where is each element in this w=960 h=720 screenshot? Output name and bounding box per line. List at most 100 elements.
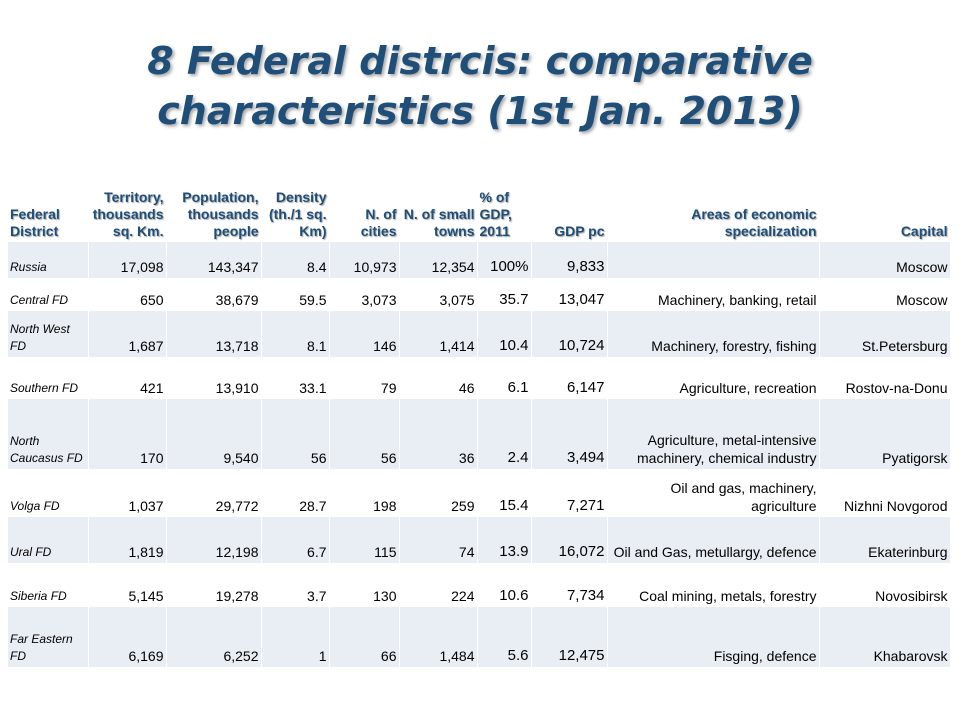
- cell-specialization: Oil and Gas, metullargy, defence: [607, 517, 820, 563]
- cell-specialization: Agriculture, recreation: [607, 357, 820, 399]
- cell-gdp-pc: 7,271: [531, 469, 608, 517]
- slide-title-line-1: 8 Federal distrcis: comparative: [147, 39, 813, 83]
- cell-specialization: Oil and gas, machinery, agriculture: [607, 469, 820, 517]
- column-header-gdp-share: % of GDP, 2011: [477, 148, 532, 242]
- cell-density: 28.7: [261, 469, 330, 517]
- table-row: Ural FD 1,819 12,198 6.7 115 74 13.9 16,072 Oil …: [8, 517, 951, 563]
- cell-gdp-share: 13.9: [477, 517, 532, 563]
- cell-specialization: Coal mining, metals, forestry: [607, 563, 820, 607]
- cell-capital: Rostov-na-Donu: [819, 357, 951, 399]
- table-row: Southern FD 421 13,910 33.1 79 46 6.1 6,147 Agri…: [8, 357, 951, 399]
- cell-population: 9,540: [166, 399, 262, 469]
- cell-capital: Nizhni Novgorod: [819, 469, 951, 517]
- slide-title-line-2: characteristics (1st Jan. 2013): [157, 89, 803, 133]
- cell-district: Volga FD: [8, 469, 89, 517]
- cell-population: 13,910: [166, 357, 262, 399]
- cell-territory: 5,145: [88, 563, 167, 607]
- cell-density: 1: [261, 607, 330, 667]
- column-header-territory: Territory, thousands sq. Km.: [88, 148, 167, 242]
- cell-gdp-pc: 10,724: [531, 311, 608, 357]
- cell-territory: 1,687: [88, 311, 167, 357]
- cell-small-towns: 12,354: [399, 242, 478, 278]
- cell-district: North Caucasus FD: [8, 399, 89, 469]
- cell-density: 8.1: [261, 311, 330, 357]
- cell-population: 6,252: [166, 607, 262, 667]
- cell-gdp-pc: 7,734: [531, 563, 608, 607]
- federal-districts-table: Federal District Territory, thousands sq…: [8, 148, 951, 667]
- cell-small-towns: 3,075: [399, 278, 478, 311]
- cell-capital: Moscow: [819, 278, 951, 311]
- cell-small-towns: 46: [399, 357, 478, 399]
- table-row: Volga FD 1,037 29,772 28.7 198 259 15.4 7,271 Oi…: [8, 469, 951, 517]
- cell-specialization: Fisging, defence: [607, 607, 820, 667]
- cell-gdp-share: 35.7: [477, 278, 532, 311]
- cell-gdp-share: 2.4: [477, 399, 532, 469]
- table-row: North West FD 1,687 13,718 8.1 146 1,414 10.4 1…: [8, 311, 951, 357]
- cell-population: 19,278: [166, 563, 262, 607]
- column-header-population: Population, thousands people: [166, 148, 262, 242]
- cell-gdp-share: 10.6: [477, 563, 532, 607]
- cell-territory: 6,169: [88, 607, 167, 667]
- cell-density: 56: [261, 399, 330, 469]
- cell-gdp-pc: 3,494: [531, 399, 608, 469]
- cell-density: 59.5: [261, 278, 330, 311]
- cell-population: 38,679: [166, 278, 262, 311]
- slide-title: 8 Federal distrcis: comparative characte…: [0, 36, 960, 136]
- cell-density: 3.7: [261, 563, 330, 607]
- cell-cities: 198: [329, 469, 400, 517]
- table-row: Central FD 650 38,679 59.5 3,073 3,075 35.7 13,…: [8, 278, 951, 311]
- cell-territory: 1,819: [88, 517, 167, 563]
- cell-small-towns: 74: [399, 517, 478, 563]
- cell-density: 8.4: [261, 242, 330, 278]
- cell-gdp-share: 10.4: [477, 311, 532, 357]
- cell-population: 12,198: [166, 517, 262, 563]
- table-row: Far Eastern FD 6,169 6,252 1 66 1,484 5.6 12,47…: [8, 607, 951, 667]
- cell-capital: St.Petersburg: [819, 311, 951, 357]
- cell-small-towns: 1,414: [399, 311, 478, 357]
- cell-territory: 17,098: [88, 242, 167, 278]
- cell-gdp-share: 100%: [477, 242, 532, 278]
- column-header-federal-district: Federal District: [8, 148, 89, 242]
- cell-gdp-pc: 9,833: [531, 242, 608, 278]
- cell-gdp-share: 15.4: [477, 469, 532, 517]
- cell-gdp-pc: 6,147: [531, 357, 608, 399]
- cell-gdp-share: 5.6: [477, 607, 532, 667]
- cell-cities: 79: [329, 357, 400, 399]
- cell-district: Southern FD: [8, 357, 89, 399]
- column-header-specialization: Areas of economic specialization: [607, 148, 820, 242]
- cell-population: 143,347: [166, 242, 262, 278]
- table-row: Russia 17,098 143,347 8.4 10,973 12,354 100% 9,…: [8, 242, 951, 278]
- cell-capital: Khabarovsk: [819, 607, 951, 667]
- column-header-density: Density (th./1 sq. Km): [261, 148, 330, 242]
- cell-territory: 421: [88, 357, 167, 399]
- cell-cities: 56: [329, 399, 400, 469]
- cell-capital: Ekaterinburg: [819, 517, 951, 563]
- cell-territory: 170: [88, 399, 167, 469]
- cell-district: Ural FD: [8, 517, 89, 563]
- cell-specialization: Machinery, banking, retail: [607, 278, 820, 311]
- table-row: North Caucasus FD 170 9,540 56 56 36 2.4 3,494 A…: [8, 399, 951, 469]
- cell-capital: Novosibirsk: [819, 563, 951, 607]
- cell-district: Russia: [8, 242, 89, 278]
- cell-gdp-pc: 13,047: [531, 278, 608, 311]
- cell-cities: 146: [329, 311, 400, 357]
- cell-territory: 650: [88, 278, 167, 311]
- cell-cities: 10,973: [329, 242, 400, 278]
- cell-capital: Pyatigorsk: [819, 399, 951, 469]
- column-header-gdp-pc: GDP pc: [531, 148, 608, 242]
- column-header-capital: Capital: [819, 148, 951, 242]
- cell-small-towns: 259: [399, 469, 478, 517]
- cell-district: North West FD: [8, 311, 89, 357]
- cell-population: 29,772: [166, 469, 262, 517]
- cell-small-towns: 224: [399, 563, 478, 607]
- cell-cities: 3,073: [329, 278, 400, 311]
- cell-district: Siberia FD: [8, 563, 89, 607]
- table-header-row: Federal District Territory, thousands sq…: [8, 148, 951, 242]
- cell-small-towns: 1,484: [399, 607, 478, 667]
- column-header-small-towns: N. of small towns: [399, 148, 478, 242]
- cell-cities: 130: [329, 563, 400, 607]
- cell-district: Central FD: [8, 278, 89, 311]
- table-row: Siberia FD 5,145 19,278 3.7 130 224 10.6 7,734 C…: [8, 563, 951, 607]
- column-header-cities: N. of cities: [329, 148, 400, 242]
- cell-territory: 1,037: [88, 469, 167, 517]
